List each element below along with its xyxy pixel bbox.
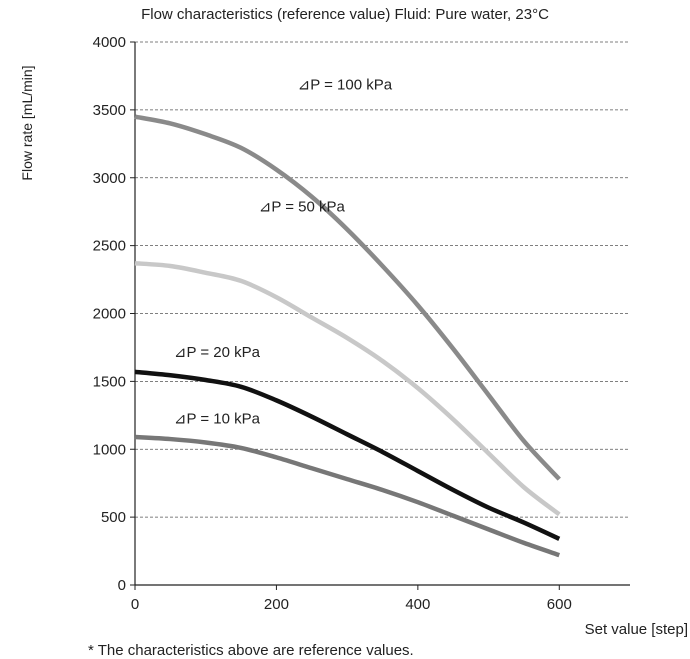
series-label-4: ⊿P = 10 kPa: [174, 410, 261, 427]
y-tick-label-1000: 1000: [93, 441, 126, 458]
series-label-3: ⊿P = 20 kPa: [174, 344, 261, 361]
x-tick-label-0: 0: [131, 596, 139, 613]
y-tick-label-1500: 1500: [93, 373, 126, 390]
y-tick-label-0: 0: [118, 577, 126, 594]
x-tick-label-200: 200: [264, 596, 289, 613]
y-tick-label-2000: 2000: [93, 306, 126, 323]
series-line-1: [134, 114, 561, 481]
x-axis-label: Set value [step]: [584, 621, 688, 638]
series-line-2: [134, 261, 561, 517]
y-tick-label-2500: 2500: [93, 238, 126, 255]
x-tick-label-600: 600: [547, 596, 572, 613]
series-line-4: [134, 434, 561, 558]
chart-title: Flow characteristics (reference value) F…: [141, 6, 549, 23]
series-label-2: ⊿P = 50 kPa: [259, 199, 346, 216]
y-tick-label-4000: 4000: [93, 34, 126, 51]
series-line-3: [134, 369, 561, 541]
y-tick-label-3500: 3500: [93, 102, 126, 119]
y-tick-label-3000: 3000: [93, 170, 126, 187]
series-label-1: ⊿P = 100 kPa: [298, 77, 393, 94]
y-tick-label-500: 500: [101, 509, 126, 526]
x-tick-label-400: 400: [405, 596, 430, 613]
